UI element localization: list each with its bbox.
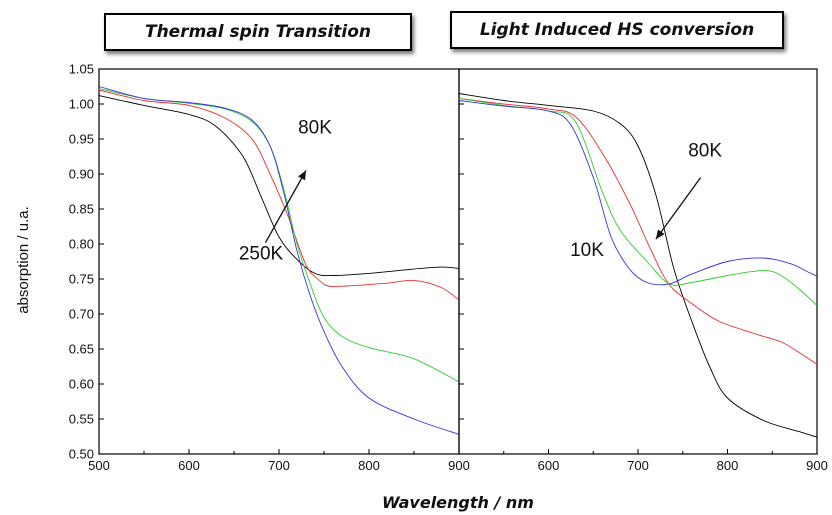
right-arrow-head [655, 229, 665, 240]
left-series-line-0 [98, 95, 460, 277]
left-x-tick-label: 800 [358, 458, 380, 473]
left-x-tick-label: 700 [268, 458, 290, 473]
left-x-tick-label: 900 [448, 458, 470, 473]
left-annotation-250K: 250K [239, 243, 284, 264]
right-plot-frame [458, 68, 818, 455]
right-series-line-3 [458, 100, 818, 286]
x-axis-title: Wavelength / nm [382, 493, 534, 512]
left-y-tick-label: 0.70 [69, 307, 94, 322]
right-x-tick-label: 900 [806, 458, 828, 473]
left-y-tick-label: 0.75 [69, 272, 94, 287]
left-series-line-1 [98, 89, 460, 301]
right-x-tick-label: 600 [538, 458, 560, 473]
right-x-tick-label: 800 [717, 458, 739, 473]
right-annotation-80K: 80K [688, 141, 722, 162]
left-plot-area: 500 600 700 800 900 0.50 0.55 0.60 0.65 0.70 0.75 0… [69, 62, 470, 474]
right-plot-area: 600 700 800 900 80K 10K [458, 68, 828, 473]
right-series-line-0 [458, 93, 818, 438]
y-axis-title: absorption / u.a. [15, 206, 32, 314]
right-series-line-1 [458, 97, 818, 365]
left-series-line-2 [98, 88, 460, 383]
right-panel-title: Light Induced HS conversion [450, 11, 784, 49]
left-x-tick-label: 600 [178, 458, 200, 473]
left-x-tick-label: 500 [88, 458, 110, 473]
right-trend-arrow [655, 177, 702, 240]
left-y-tick-label: 0.50 [69, 447, 94, 462]
left-y-tick-label: 0.95 [69, 132, 94, 147]
left-y-tick-label: 0.90 [69, 167, 94, 182]
left-panel-title: Thermal spin Transition [104, 13, 412, 51]
left-series-line-3 [98, 86, 460, 435]
left-arrow-head [298, 170, 306, 181]
left-y-tick-label: 1.00 [69, 97, 94, 112]
left-panel: thermique 5006007008009000.500.550.600.6… [69, 27, 470, 473]
right-x-tick-label: 700 [627, 458, 649, 473]
left-annotation-80K: 80K [298, 117, 332, 138]
left-trend-arrow [264, 170, 307, 243]
left-y-tick-label: 0.65 [69, 342, 94, 357]
left-y-tick-label: 0.60 [69, 377, 94, 392]
right-series-line-2 [458, 97, 818, 306]
left-y-tick-label: 0.80 [69, 237, 94, 252]
left-y-tick-label: 1.05 [69, 62, 94, 77]
right-annotation-10K: 10K [570, 240, 604, 261]
left-y-tick-label: 0.55 [69, 412, 94, 427]
left-y-tick-label: 0.85 [69, 202, 94, 217]
